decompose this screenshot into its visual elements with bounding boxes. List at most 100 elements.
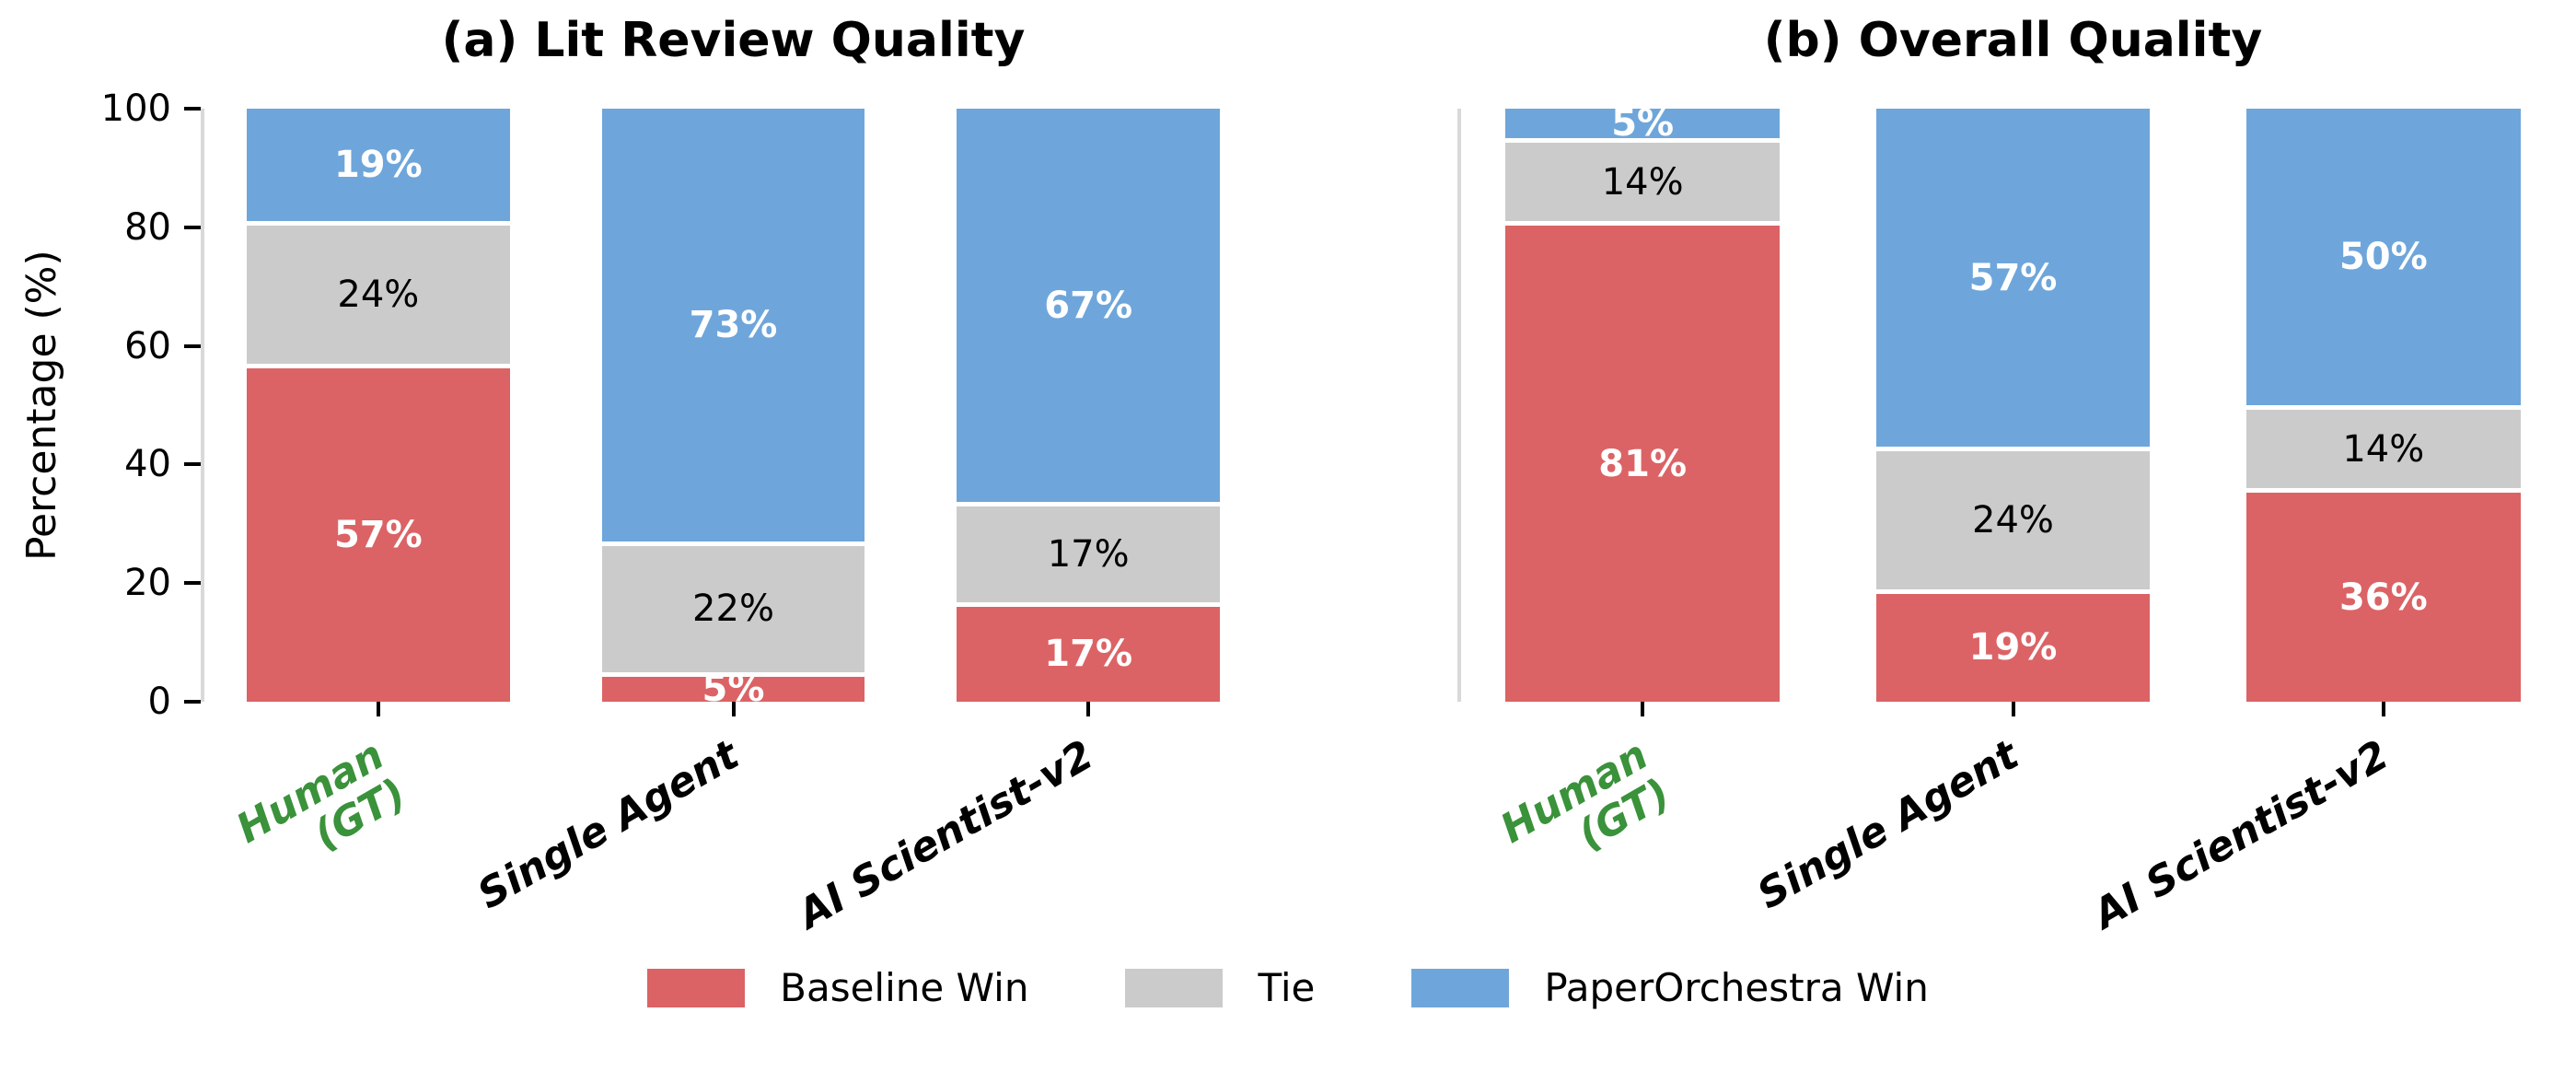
x-tick-mark [1641,702,1645,716]
panel-b-title: (b) Overall Quality [1763,13,2263,68]
bar-segment: 81% [1505,221,1781,702]
legend-label: Tie [1258,965,1316,1010]
panel-overall-quality: (b) Overall Quality 5% 14% 81% 57% 24% 19% 50%… [1289,0,2576,1071]
y-tick-mark [184,343,201,348]
legend-swatch [1411,969,1510,1007]
bar-segment-label: 19% [1968,626,2058,669]
panel-lit-review-quality: (a) Lit Review Quality 19% 24% 57% 73% 22% 5%… [100,13,1266,938]
y-tick-mark [184,581,201,586]
x-category-label-line: Human [1492,731,1656,853]
x-category-label-line: Single Agent [470,731,747,919]
bar-segment-label: 24% [1972,498,2054,541]
bar-segment: 19% [247,109,510,222]
bar-segment: 5% [1505,109,1781,142]
plot-area-a: 19% 24% 57% 73% 22% 5% 67% 17% 17% [201,109,1266,702]
bars-container: 19% 24% 57% 73% 22% 5% 67% 17% 17% [201,109,1266,702]
panel-a-title: (a) Lit Review Quality [441,13,1026,68]
x-category-label: AI Scientist-v2 [2085,731,2397,938]
bar-segment: 14% [1505,138,1781,222]
x-category-label: Single Agent [1749,731,2026,919]
stacked-bar: 5% 14% 81% [1505,109,1781,702]
legend-swatch [1125,969,1224,1007]
y-axis-spine [201,109,204,702]
stacked-bar: 19% 24% 57% [247,109,510,702]
bar-group: 57% 24% 19% [1828,109,2198,702]
x-category-label-line: (GT) [1570,769,1678,859]
y-tick-label: 20 [124,562,171,605]
bar-group: 5% 14% 81% [1457,109,1828,702]
x-category-label-line: Single Agent [1749,731,2026,919]
y-tick-mark [184,700,201,704]
bar-group: 73% 22% 5% [556,109,911,702]
bars-container: 5% 14% 81% 57% 24% 19% 50% 14% 36% [1457,109,2569,702]
bar-segment-label: 24% [337,274,420,317]
bar-segment-label: 5% [1611,109,1675,146]
legend-item: Tie [1125,969,1315,1007]
x-category-label-line: (GT) [306,769,414,859]
bar-segment-label: 73% [689,304,778,347]
bar-segment-label: 67% [1044,284,1133,327]
x-category-label: Human (GT) [228,731,414,890]
x-category-label-line: AI Scientist-v2 [2085,731,2397,938]
legend-item: PaperOrchestra Win [1411,969,1929,1007]
bar-segment: 57% [1875,109,2151,448]
bar-segment: 57% [247,363,510,702]
legend-item: Baseline Win [647,969,1028,1007]
y-tick-label: 40 [124,443,171,486]
stacked-bar: 73% 22% 5% [601,109,865,702]
legend: Baseline Win Tie PaperOrchestra Win [0,969,2576,1007]
stacked-bar: 50% 14% 36% [2245,109,2521,702]
bar-segment: 36% [2245,488,2521,702]
bar-segment: 73% [601,109,865,542]
y-tick-label: 0 [147,681,171,723]
bar-segment-label: 22% [692,588,774,631]
y-axis-label: Percentage (%) [18,250,65,561]
bar-segment-label: 50% [2338,236,2428,278]
y-tick-label: 60 [124,324,171,367]
legend-label: PaperOrchestra Win [1544,965,1929,1010]
bar-segment: 17% [957,502,1220,602]
y-axis-spine [1457,109,1461,702]
x-tick-mark [2011,702,2015,716]
x-tick-mark [731,702,736,716]
x-tick-mark [376,702,380,716]
x-category-label: AI Scientist-v2 [790,731,1102,938]
bar-segment: 22% [601,541,865,672]
bar-group: 19% 24% 57% [201,109,556,702]
bar-segment: 50% [2245,109,2521,405]
bar-segment-label: 17% [1044,633,1133,676]
x-tick-mark [1086,702,1091,716]
bar-segment-label: 57% [1968,256,2058,299]
bar-segment-label: 81% [1598,442,1688,485]
bar-segment-label: 14% [2342,427,2425,471]
y-tick-label: 80 [124,205,171,249]
stacked-bar: 67% 17% 17% [957,109,1220,702]
plot-area-b: 5% 14% 81% 57% 24% 19% 50% 14% 36% [1457,109,2569,702]
bar-segment-label: 57% [333,513,423,556]
bar-segment-label: 17% [1047,532,1130,576]
y-tick-mark [184,225,201,229]
y-tick-mark [184,462,201,467]
x-category-label-line: AI Scientist-v2 [790,731,1102,938]
bar-segment: 24% [247,221,510,364]
y-tick-mark [184,107,201,111]
x-category-label: Human (GT) [1492,731,1678,890]
bar-group: 50% 14% 36% [2199,109,2569,702]
legend-swatch [647,969,746,1007]
bar-group: 67% 17% 17% [911,109,1266,702]
stacked-bar: 57% 24% 19% [1875,109,2151,702]
bar-segment: 5% [601,670,865,702]
y-tick-label: 100 [100,87,171,130]
x-category-label-line: Human [228,731,392,853]
bar-segment-label: 19% [333,144,423,187]
bar-segment-label: 36% [2338,576,2428,619]
legend-label: Baseline Win [780,965,1029,1010]
bar-segment: 19% [1875,588,2151,702]
bar-segment: 67% [957,109,1220,503]
x-category-label: Single Agent [470,731,747,919]
bar-segment: 24% [1875,447,2151,589]
x-tick-mark [2381,702,2385,716]
bar-segment: 14% [2245,405,2521,489]
bar-segment-label: 14% [1601,160,1684,204]
